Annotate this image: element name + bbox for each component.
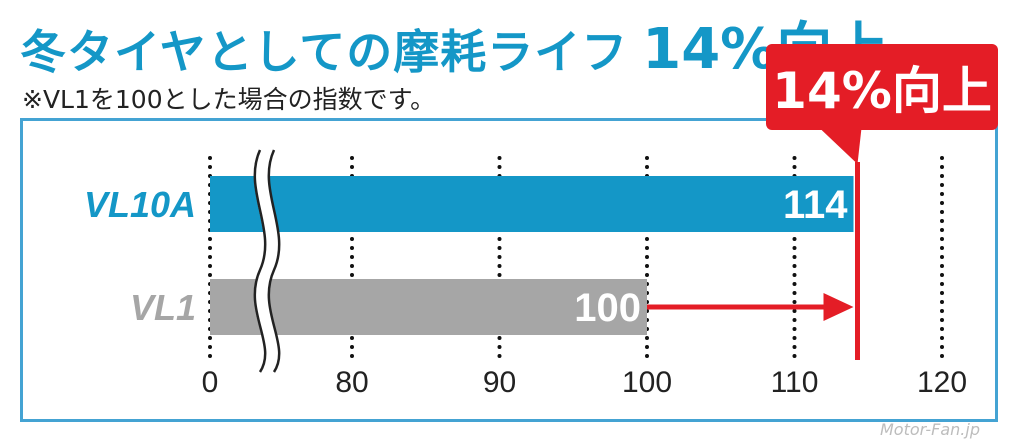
x-tick-label: 90 [483,366,516,399]
title-main: 冬タイヤとしての摩耗ライフ [20,25,629,79]
bar-layer [210,176,854,335]
bar-value-label: 100 [574,286,641,330]
axis-break-line [253,149,267,373]
arrow-head [823,293,854,321]
chart-note: ※VL1を100とした場合の指数です。 [22,85,436,114]
axis-break-line [267,149,281,373]
bar-value-label: 114 [783,183,848,227]
overlay-layer [253,128,862,376]
x-tick-label: 80 [335,366,368,399]
bar [210,176,854,232]
chart-frame [20,118,998,422]
category-label: VL10A [84,184,196,225]
x-tick-label: 120 [917,366,967,399]
callout-pointer [819,128,862,164]
label-layer: 0 80 90 100 110 120 114 VL10A 100 VL1 [84,183,967,399]
x-tick-label: 100 [622,366,672,399]
x-tick-label: 0 [202,366,219,399]
axis-break-gap [253,147,279,376]
callout-badge: 14%向上 [766,44,998,130]
bar [210,279,647,335]
x-tick-label: 110 [771,366,819,399]
watermark: Motor-Fan.jp [880,420,980,439]
category-label: VL1 [130,287,196,328]
